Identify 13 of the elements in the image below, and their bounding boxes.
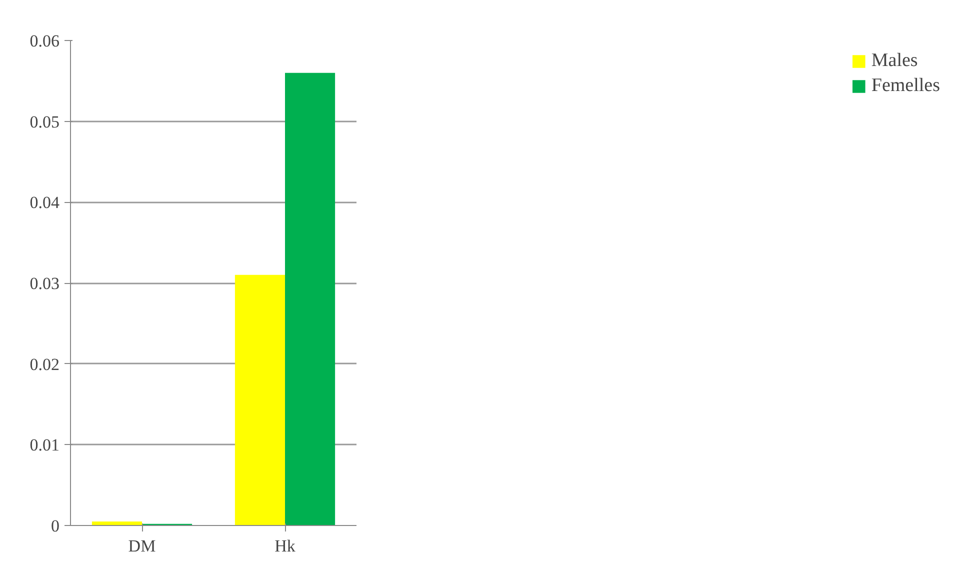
- bar: [285, 72, 336, 526]
- y-tick-label: 0.03: [30, 274, 60, 293]
- y-tick-label: 0.04: [30, 193, 60, 212]
- x-tick-label: Hk: [274, 536, 296, 556]
- bar: [234, 274, 285, 526]
- y-tick-label: 0: [51, 516, 60, 536]
- y-tick-label: 0.02: [30, 354, 60, 374]
- x-tick-label: DM: [128, 536, 156, 556]
- y-tick-label: 0.05: [30, 112, 60, 132]
- y-tick-label: 0.01: [30, 436, 60, 455]
- legend-label: Males: [871, 50, 918, 72]
- legend-label: Femelles: [871, 75, 940, 97]
- y-tick-label: 0.06: [30, 32, 60, 50]
